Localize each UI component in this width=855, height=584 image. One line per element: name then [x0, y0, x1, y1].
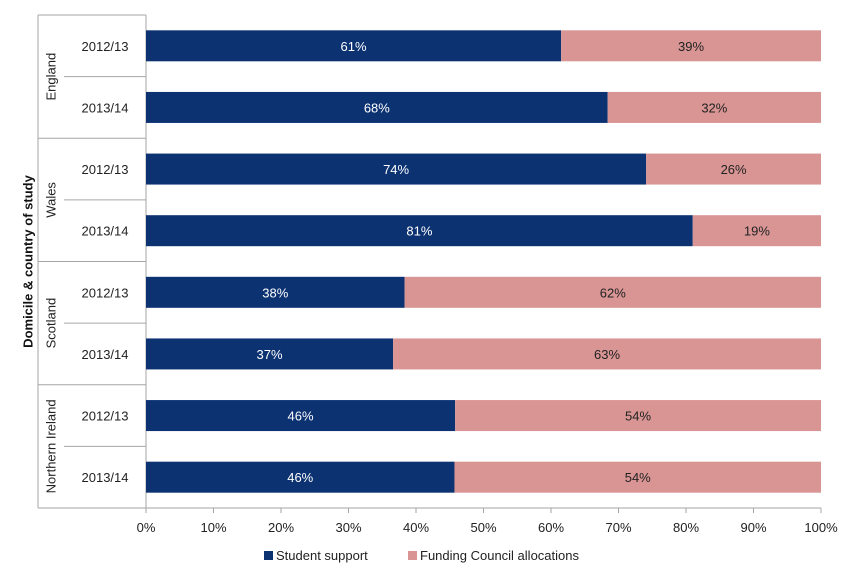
funding-council-data-label: 63% [594, 347, 620, 362]
x-tick-label: 100% [804, 520, 838, 535]
year-label: 2013/14 [82, 100, 129, 115]
group-label: Northern Ireland [44, 399, 59, 493]
legend-label-funding-council: Funding Council allocations [420, 548, 579, 563]
student-support-bar [146, 400, 456, 432]
year-label: 2013/14 [82, 347, 129, 362]
student-support-data-label: 38% [262, 285, 288, 300]
student-support-bar [146, 215, 693, 247]
x-tick-label: 30% [335, 520, 361, 535]
x-tick-label: 90% [740, 520, 766, 535]
funding-council-bar [561, 30, 821, 62]
funding-council-data-label: 54% [625, 470, 651, 485]
legend-swatch-student-support [264, 551, 273, 560]
student-support-data-label: 81% [406, 224, 432, 239]
student-support-bar [146, 153, 647, 185]
x-tick-label: 60% [538, 520, 564, 535]
x-tick-label: 10% [200, 520, 226, 535]
funding-council-data-label: 26% [721, 162, 747, 177]
student-support-data-label: 61% [341, 39, 367, 54]
year-label: 2012/13 [82, 285, 129, 300]
x-tick-label: 50% [470, 520, 496, 535]
student-support-bar [146, 338, 394, 370]
funding-council-data-label: 32% [701, 100, 727, 115]
funding-council-bar [646, 153, 821, 185]
student-support-bar [146, 30, 562, 62]
funding-council-data-label: 62% [600, 285, 626, 300]
student-support-data-label: 37% [257, 347, 283, 362]
year-label: 2013/14 [82, 470, 129, 485]
group-label: Scotland [44, 298, 59, 349]
value-axis-title: Domicile & country of study [21, 174, 36, 347]
funding-council-bar [607, 91, 821, 123]
funding-council-bar [404, 276, 821, 308]
x-tick-label: 20% [268, 520, 294, 535]
student-support-bar [146, 276, 405, 308]
x-tick-label: 80% [673, 520, 699, 535]
year-label: 2013/14 [82, 224, 129, 239]
student-support-data-label: 74% [383, 162, 409, 177]
student-support-data-label: 46% [288, 409, 314, 424]
funding-council-bar [393, 338, 821, 370]
legend-label-student-support: Student support [276, 548, 368, 563]
funding-council-data-label: 19% [744, 224, 770, 239]
funding-council-bar [454, 461, 821, 493]
x-tick-label: 40% [403, 520, 429, 535]
x-tick-label: 0% [137, 520, 156, 535]
group-label: England [44, 53, 59, 101]
year-label: 2012/13 [82, 162, 129, 177]
year-label: 2012/13 [82, 39, 129, 54]
year-label: 2012/13 [82, 409, 129, 424]
funding-council-data-label: 54% [625, 409, 651, 424]
student-support-data-label: 68% [364, 100, 390, 115]
funding-council-bar [455, 400, 821, 432]
student-support-bar [146, 461, 455, 493]
funding-council-data-label: 39% [678, 39, 704, 54]
student-support-bar [146, 91, 608, 123]
funding-council-bar [692, 215, 821, 247]
legend-swatch-funding-council [408, 551, 417, 560]
group-label: Wales [44, 182, 59, 218]
student-support-data-label: 46% [287, 470, 313, 485]
x-tick-label: 70% [605, 520, 631, 535]
